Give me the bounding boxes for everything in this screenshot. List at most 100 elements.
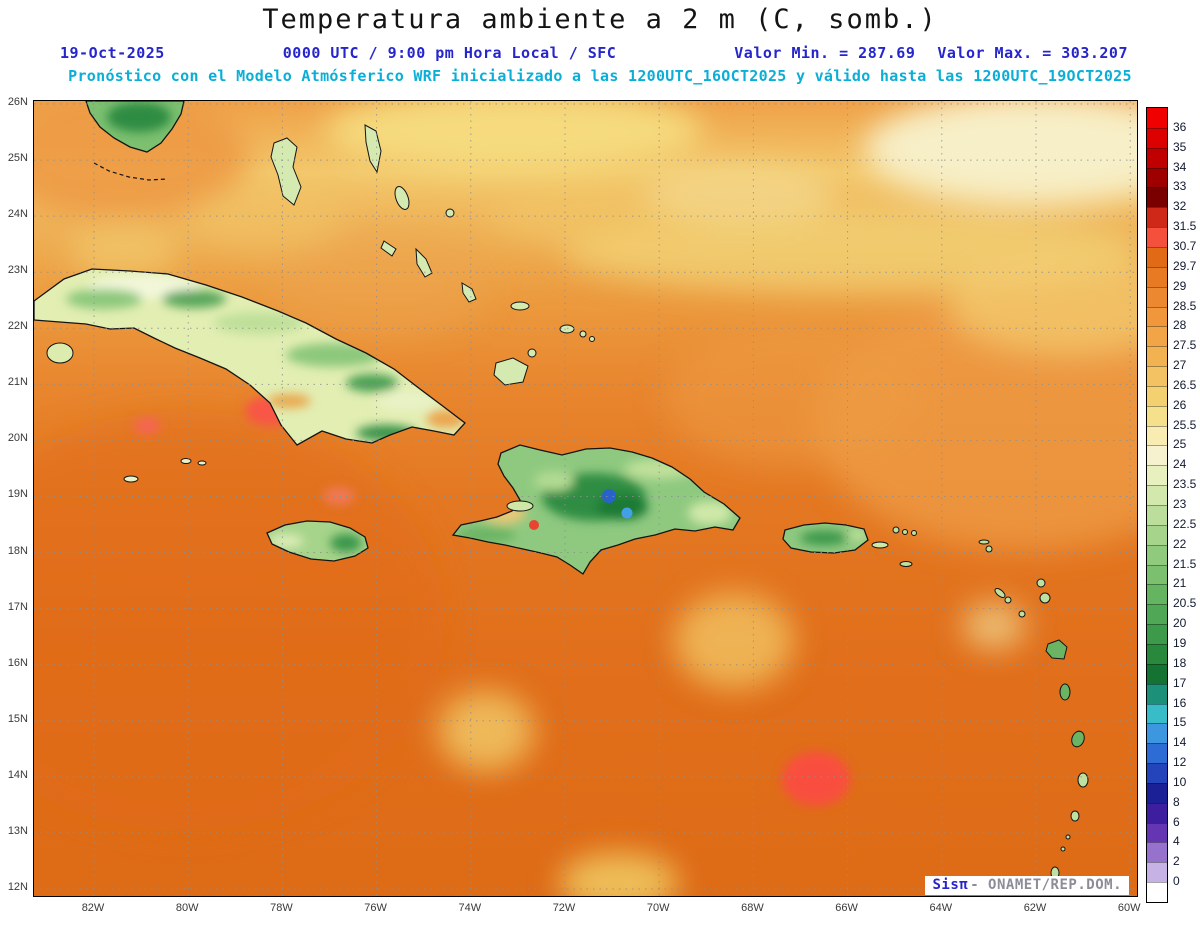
jamaica-landmass — [267, 521, 368, 561]
lat-tick-label: 24N — [7, 208, 28, 221]
value-min-max: Valor Min. = 287.69 Valor Max. = 303.207 — [734, 44, 1128, 62]
colorbar-label: 29 — [1173, 278, 1187, 293]
lat-tick-label: 23N — [7, 264, 28, 277]
lon-tick-label: 62W — [1023, 902, 1047, 914]
colorbar-label: 26 — [1173, 397, 1187, 412]
value-max: Valor Max. = 303.207 — [937, 44, 1128, 62]
lon-tick-label: 78W — [270, 902, 293, 914]
lesser-antilles — [892, 526, 1089, 880]
colorbar-cell — [1147, 127, 1167, 149]
lon-tick-label: 82W — [81, 902, 105, 914]
colorbar-cell — [1147, 743, 1167, 764]
colorbar-label: 23 — [1173, 497, 1187, 511]
florida-coastline — [85, 101, 185, 153]
puerto-rico-landmass — [783, 523, 868, 553]
colorbar-label: 30.7 — [1173, 238, 1197, 253]
lat-tick-label: 17N — [7, 600, 28, 613]
lat-tick-label: 26N — [7, 96, 28, 108]
watermark: Sisπ - ONAMET/REP.DOM. — [925, 876, 1129, 895]
colorbar-label: 33 — [1173, 179, 1187, 194]
colorbar-cell — [1147, 425, 1167, 446]
colorbar-label: 27.5 — [1173, 338, 1197, 353]
colorbar-label: 21 — [1173, 576, 1187, 591]
colorbar-cell — [1147, 108, 1167, 129]
colorbar-cell — [1147, 266, 1167, 288]
hispaniola-coastline — [451, 444, 741, 575]
colorbar-label: 34 — [1173, 159, 1187, 174]
colorbar-cell — [1147, 643, 1167, 665]
colorbar-label: 21.5 — [1173, 556, 1197, 571]
colorbar-cell — [1147, 882, 1167, 902]
colorbar-label: 20.5 — [1173, 596, 1197, 611]
isla-juventud — [46, 342, 74, 364]
colorbar-cell — [1147, 505, 1167, 526]
lon-tick-label: 68W — [741, 902, 764, 914]
lat-tick-label: 20N — [7, 432, 28, 445]
gonave-island — [506, 500, 534, 512]
lat-tick-label: 21N — [7, 376, 28, 389]
lat-tick-label: 25N — [7, 152, 28, 165]
puerto-rico-coastline — [782, 522, 869, 554]
watermark-brand: Sisπ — [932, 877, 969, 893]
model-description: Pronóstico con el Modelo Atmósferico WRF… — [68, 67, 1132, 85]
colorbar-cell — [1147, 782, 1167, 804]
colorbar-cell — [1147, 683, 1167, 705]
colorbar-cell — [1147, 326, 1167, 347]
colorbar-label: 31.5 — [1173, 219, 1197, 234]
colorbar-cell — [1147, 405, 1167, 427]
colorbar-label: 12 — [1173, 755, 1187, 770]
lon-tick-label: 64W — [929, 902, 953, 914]
colorbar-label: 15 — [1173, 715, 1187, 730]
lat-tick-label: 12N — [7, 880, 28, 893]
colorbar-cell — [1147, 207, 1167, 228]
colorbar-cell — [1147, 485, 1167, 506]
colorbar-label: 22 — [1173, 536, 1187, 551]
colorbar-cell — [1147, 167, 1167, 188]
colorbar-label: 8 — [1173, 794, 1180, 809]
colorbar-label: 10 — [1173, 774, 1187, 789]
value-min: Valor Min. = 287.69 — [734, 44, 916, 62]
lon-tick-label: 74W — [458, 902, 482, 914]
subtitle-row: 19-Oct-2025 0000 UTC / 9:00 pm Hora Loca… — [60, 44, 1128, 62]
colorbar-cell — [1147, 584, 1167, 605]
colorbar-label: 27 — [1173, 358, 1187, 373]
forecast-time: 0000 UTC / 9:00 pm Hora Local / SFC — [282, 44, 617, 62]
cuba-coastline — [34, 268, 466, 446]
colorbar-cell — [1147, 763, 1167, 784]
colorbar-cell — [1147, 624, 1167, 645]
colorbar-label: 26.5 — [1173, 377, 1197, 392]
colorbar-label: 35 — [1173, 139, 1187, 154]
colorbar-cell — [1147, 366, 1167, 387]
colorbar-label: 25 — [1173, 437, 1187, 452]
florida-keys — [93, 162, 168, 181]
lon-tick-label: 80W — [175, 902, 199, 914]
lon-tick-label: 60W — [1117, 902, 1141, 914]
watermark-source: - ONAMET/REP.DOM. — [970, 877, 1122, 893]
colorbar-cell — [1147, 524, 1167, 546]
temperature-map — [34, 101, 1137, 896]
lat-tick-label: 13N — [7, 824, 28, 837]
colorbar-cell — [1147, 187, 1167, 208]
colorbar-label: 23.5 — [1173, 477, 1197, 492]
colorbar-cell — [1147, 663, 1167, 685]
sea-temperature-pattern — [34, 101, 1137, 896]
colorbar-label: 2 — [1173, 854, 1180, 869]
colorbar-cell — [1147, 802, 1167, 824]
colorbar-label: 28.5 — [1173, 298, 1197, 313]
cold-spot-blue-2 — [621, 507, 633, 519]
colorbar-cell — [1147, 306, 1167, 327]
lat-axis: 26N 25N 24N 23N 22N 21N 20N 19N 18N 17N 16N 15N 14N 1… — [0, 96, 30, 895]
colorbar-cell — [1147, 604, 1167, 625]
colorbar-label: 0 — [1173, 874, 1180, 889]
forecast-date: 19-Oct-2025 — [60, 44, 165, 62]
colorbar-cell — [1147, 465, 1167, 486]
colorbar-cell — [1147, 286, 1167, 308]
colorbar-cell — [1147, 445, 1167, 466]
lon-tick-label: 70W — [646, 902, 670, 914]
colorbar-cell — [1147, 544, 1167, 566]
colorbar-label: 19 — [1173, 635, 1187, 650]
colorbar-label: 14 — [1173, 735, 1187, 750]
gridlines — [34, 101, 1137, 896]
lat-tick-label: 19N — [7, 488, 28, 501]
